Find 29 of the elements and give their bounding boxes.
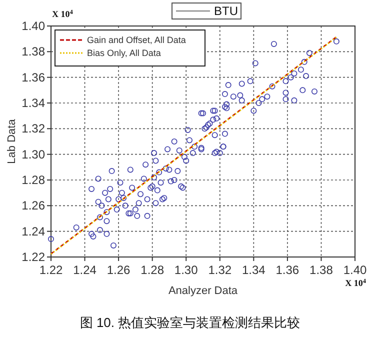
x-tick-label: 1.32 [208, 263, 232, 277]
x-tick-label: 1.30 [174, 263, 198, 277]
x-tick-label: 1.36 [276, 263, 300, 277]
title: BTU [172, 2, 242, 20]
y-tick-label: 1.28 [22, 173, 46, 187]
chart-title: BTU [214, 4, 238, 18]
legend-label: Gain and Offset, All Data [87, 35, 186, 45]
y-tick-label: 1.40 [22, 19, 46, 33]
y-tick-label: 1.22 [22, 250, 46, 264]
legend-label: Bias Only, All Data [87, 48, 161, 58]
y-tick-label: 1.38 [22, 44, 46, 59]
x-tick-label: 1.28 [140, 263, 164, 277]
x-tick-label: 1.24 [73, 263, 97, 277]
caption: 图 10. 热值实验室与装置检测结果比较 [80, 315, 300, 330]
y-tick-label: 1.32 [22, 122, 46, 136]
x-tick-label: 1.38 [310, 263, 334, 277]
y-tick-label: 1.36 [22, 70, 46, 84]
text: X 10$^{4}$ [345, 278, 367, 288]
y-axis-title: Lab Data [6, 118, 18, 164]
y-tick-label: 1.34 [22, 96, 46, 110]
x-tick-label: 1.26 [106, 263, 131, 277]
y-tick-label: 1.30 [22, 147, 46, 162]
text: X 10$^{4}$ [52, 8, 74, 19]
x-tick-label: 1.40 [343, 263, 367, 277]
x-tick-label: 1.34 [242, 263, 266, 277]
y-tick-label: 1.24 [22, 224, 46, 238]
y-tick-label: 1.26 [22, 198, 46, 213]
x-tick-label: 1.22 [39, 263, 63, 277]
x-axis-title: Analyzer Data [168, 285, 238, 297]
